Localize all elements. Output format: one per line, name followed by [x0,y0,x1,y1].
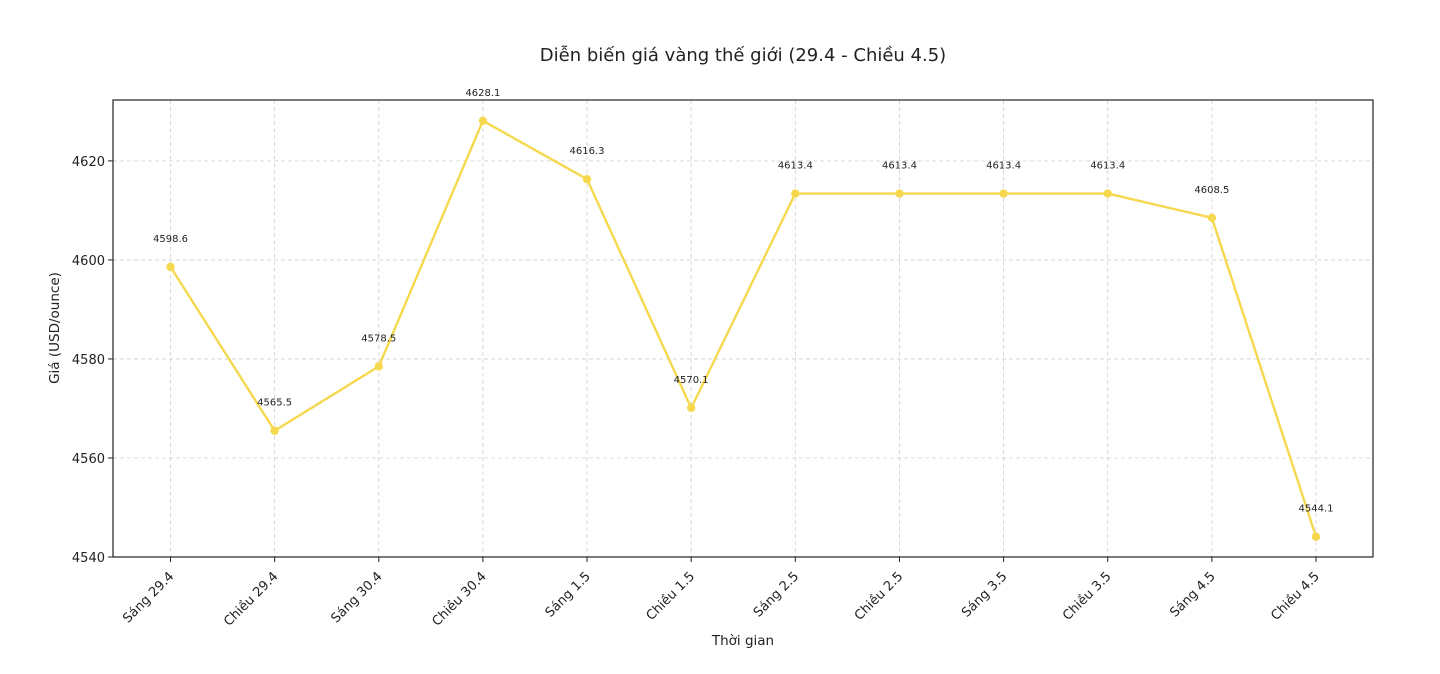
x-tick-label: Sáng 4.5 [1167,569,1218,620]
data-point [686,403,696,413]
x-tick-label: Sáng 3.5 [959,569,1010,620]
y-tick-label: 4540 [72,551,105,566]
x-tick-label: Chiều 1.5 [644,569,698,623]
series-layer [169,119,1318,538]
data-labels-layer: 4598.6 4565.5 4578.5 4628.1 4616.3 4570.1 4613… [153,88,1334,515]
data-label: 4598.6 [153,234,188,245]
x-tick-label: Sáng 29.4 [120,569,177,626]
data-point [791,189,800,198]
data-label: 4613.4 [882,161,917,172]
data-point [478,116,488,125]
x-tick-label: Sáng 30.4 [328,569,385,626]
data-point [1103,189,1112,198]
y-tick-label: 4560 [72,452,105,467]
data-label: 4570.1 [674,375,709,386]
x-axis-ticks: Sáng 29.4 Chiều 29.4 Sáng 30.4 Chiều 30.4 Sá… [120,557,1323,630]
data-label: 4613.4 [778,161,813,172]
data-point [895,189,904,198]
data-label: 4544.1 [1299,504,1334,515]
y-tick-label: 4600 [72,254,105,269]
data-point [999,189,1008,198]
x-tick-label: Chiều 3.5 [1060,569,1114,623]
x-tick-label: Chiều 2.5 [852,569,906,623]
y-axis-ticks: 4540 4560 4580 4600 4620 [72,155,113,566]
data-label: 4628.1 [465,88,500,99]
series-line [169,119,1318,538]
data-label: 4608.5 [1194,185,1229,196]
data-label: 4565.5 [257,398,292,409]
y-axis-label: Giá (USD/ounce) [47,272,63,384]
x-tick-label: Chiều 30.4 [429,569,489,629]
x-tick-label: Chiều 29.4 [221,569,281,629]
plot-frame [112,99,1374,558]
points-layer [166,116,1321,541]
x-tick-label: Chiều 4.5 [1268,569,1322,623]
data-point [1311,532,1321,541]
y-tick-label: 4620 [72,155,105,170]
data-label: 4616.3 [570,146,605,157]
data-point [374,362,383,371]
x-axis-label: Thời gian [711,633,774,649]
x-tick-label: Sáng 2.5 [751,569,802,620]
data-label: 4578.5 [361,333,396,344]
data-label: 4613.4 [986,161,1021,172]
grid-layer [113,100,1373,558]
y-tick-label: 4580 [72,353,105,368]
data-point [166,262,175,272]
x-tick-label: Sáng 1.5 [543,569,594,620]
data-label: 4613.4 [1090,161,1125,172]
chart-title: Diễn biến giá vàng thế giới (29.4 - Chiề… [540,45,946,66]
data-point [582,175,592,184]
data-point [1207,213,1217,223]
data-point [270,426,279,435]
